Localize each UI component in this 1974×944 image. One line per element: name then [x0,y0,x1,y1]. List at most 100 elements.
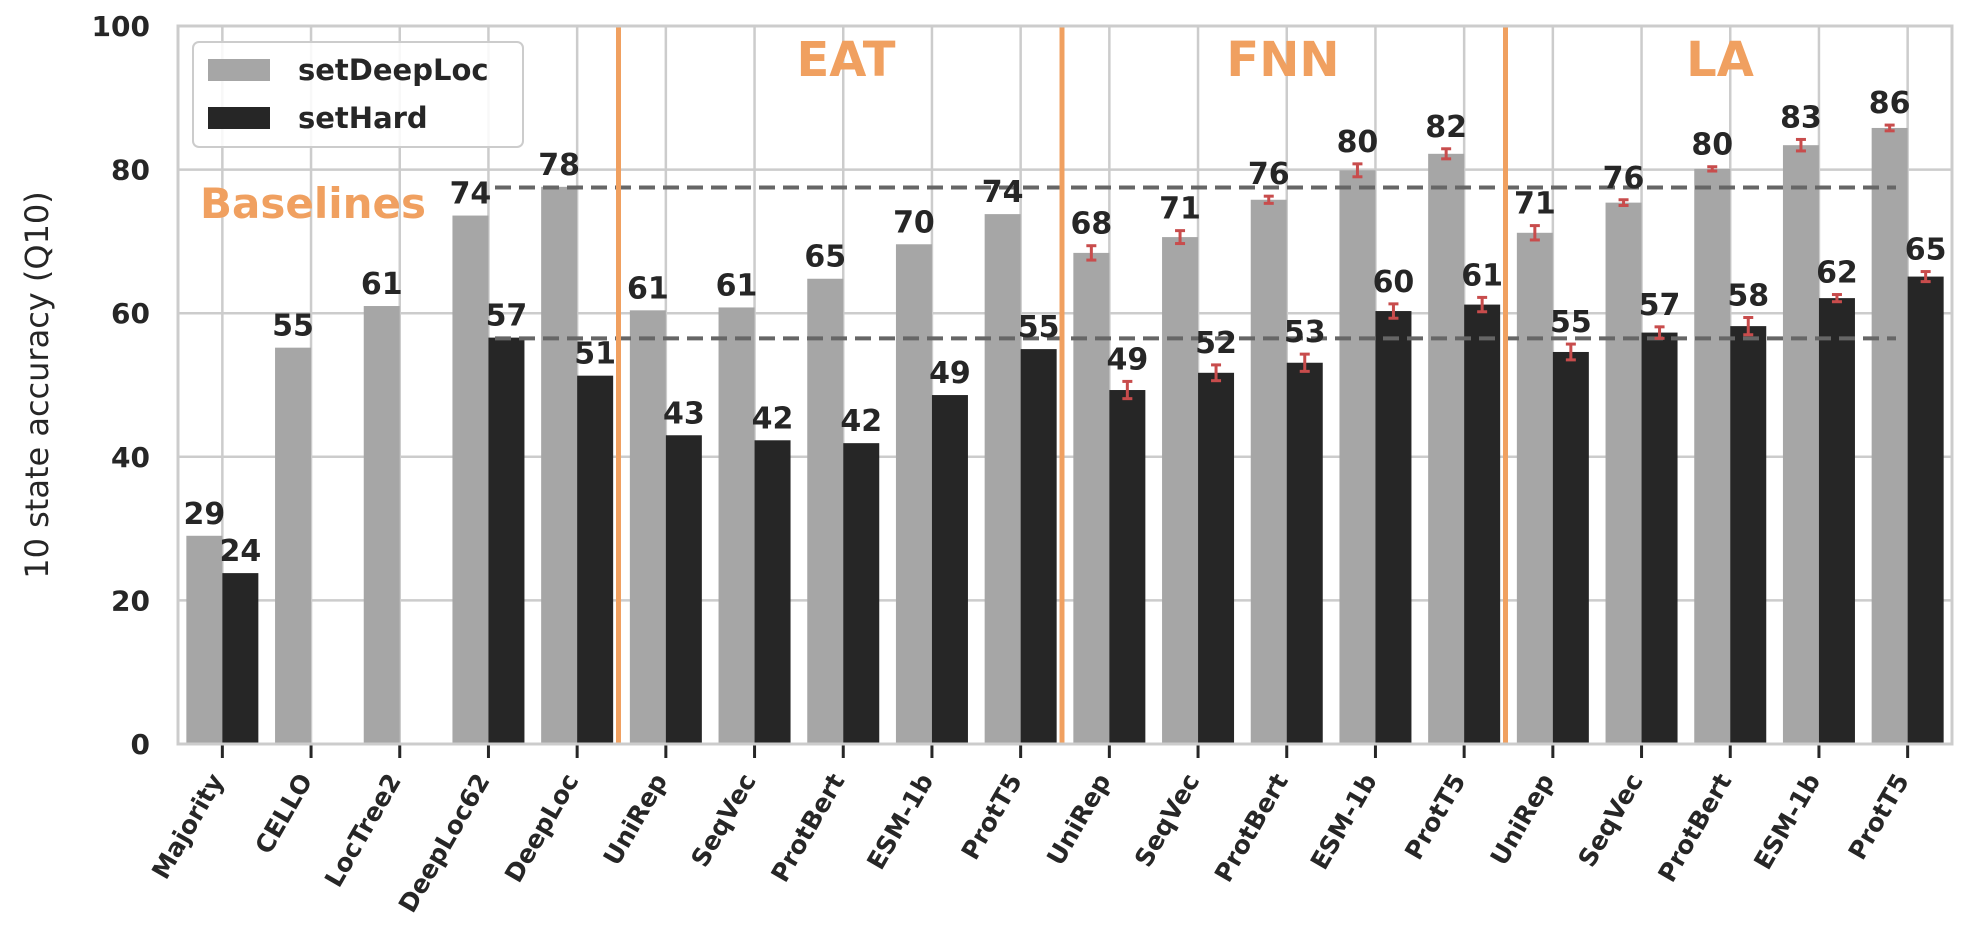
value-label: 57 [1639,288,1681,323]
x-tick-label: SeqVec [1572,769,1648,872]
value-label: 58 [1727,279,1769,314]
bar-setdeeploc [452,215,489,744]
bar-setdeeploc [541,186,578,744]
x-tick-label: DeepLoc62 [393,769,496,918]
value-label: 42 [752,401,794,436]
value-label: 57 [486,299,528,334]
bar-sethard [843,443,880,744]
legend-label-sethard: setHard [298,101,428,135]
bar-sethard [1641,332,1678,744]
value-label: 82 [1425,110,1467,145]
value-label: 55 [1550,305,1592,340]
x-tick-label: UniRep [1041,769,1117,871]
value-label: 86 [1869,86,1911,121]
value-label: 42 [840,404,882,439]
bar-sethard [1375,311,1412,744]
x-tick-label: ProtBert [765,768,850,887]
value-label: 71 [1159,192,1201,227]
bar-setdeeploc [984,214,1021,745]
bar-setdeeploc [1516,232,1553,744]
x-tick-label: UniRep [598,769,674,871]
legend: setDeepLoc setHard [192,41,524,148]
bar-setdeeploc [1605,202,1642,745]
value-label: 52 [1195,326,1237,361]
y-tick-label: 0 [131,728,150,761]
bar-setdeeploc [363,306,400,744]
x-tick-label: ProtBert [1209,768,1294,887]
x-tick-label: ProtT5 [956,769,1028,865]
value-label: 78 [538,148,580,183]
legend-label-setdeeploc: setDeepLoc [298,53,489,87]
value-label: 83 [1780,100,1822,135]
bar-sethard [1464,304,1501,744]
bars-layer [186,127,1944,745]
x-tick-label: UniRep [1485,769,1561,871]
y-axis-label: 10 state accuracy (Q10) [18,191,56,579]
value-label: 55 [1018,310,1060,345]
bar-setdeeploc [1782,145,1819,745]
value-label: 43 [663,396,705,431]
bar-sethard [1907,276,1944,744]
value-label: 62 [1816,256,1858,291]
bar-setdeeploc [895,244,932,744]
bar-sethard [665,435,702,744]
value-label: 65 [804,240,846,275]
group-label-eat: EAT [797,32,896,88]
x-tick-label: SeqVec [1129,769,1205,872]
bar-setdeeploc [718,307,755,744]
bar-setdeeploc [1250,199,1287,745]
value-label: 74 [982,175,1024,210]
x-tick-label: LocTree2 [319,769,407,893]
value-label: 68 [1070,207,1112,242]
value-label: 24 [219,534,261,569]
value-label: 71 [1514,187,1556,222]
x-tick-label: ProtT5 [1843,769,1915,865]
y-tick-label: 100 [92,10,150,43]
bar-sethard [577,375,614,744]
group-label-la: LA [1686,32,1754,88]
y-tick-label: 40 [111,441,150,474]
value-label: 61 [716,268,758,303]
bar-setdeeploc [629,310,666,744]
bar-sethard [1198,372,1235,744]
y-tick-label: 20 [111,584,150,617]
x-tick-label: ESM-1b [1305,769,1383,875]
x-tick-label: ProtBert [1652,768,1737,887]
value-label: 76 [1603,161,1645,196]
bar-setdeeploc [1694,168,1731,744]
value-label: 51 [574,337,616,372]
bar-sethard [488,337,525,744]
bar-setdeeploc [807,278,844,744]
bar-setdeeploc [1162,237,1199,745]
bar-setdeeploc [1073,252,1110,744]
x-tick-label: SeqVec [685,769,761,872]
y-tick-label: 60 [111,297,150,330]
x-tick-label: CELLO [249,769,318,859]
bar-sethard [1286,362,1323,744]
bar-sethard [222,573,259,744]
value-label: 49 [1106,342,1148,377]
group-label-fnn: FNN [1226,32,1339,88]
x-tick-label: ESM-1b [1748,769,1826,875]
y-tick-label: 80 [111,154,150,187]
value-label: 53 [1284,315,1326,350]
value-label: 65 [1905,233,1947,268]
value-label: 70 [893,205,935,240]
value-label: 49 [929,356,971,391]
bar-setdeeploc [275,347,312,744]
value-labels: 29 55 61 74 78 61 61 65 70 74 68 71 76 80 82 71 76 80 83 86… [183,86,1946,569]
x-tick-label: ESM-1b [861,768,939,874]
legend-swatch-setdeeploc [208,59,270,81]
bar-sethard [931,395,968,744]
x-tick-label: Majority [146,769,229,885]
value-label: 74 [450,177,492,212]
bar-sethard [1109,390,1146,744]
plot-frame [176,24,1954,746]
value-label: 61 [1461,258,1503,293]
value-label: 61 [361,267,403,302]
legend-frame [192,41,524,148]
group-separators [616,26,1508,744]
bar-setdeeploc [1871,127,1908,745]
value-label: 29 [183,497,225,532]
